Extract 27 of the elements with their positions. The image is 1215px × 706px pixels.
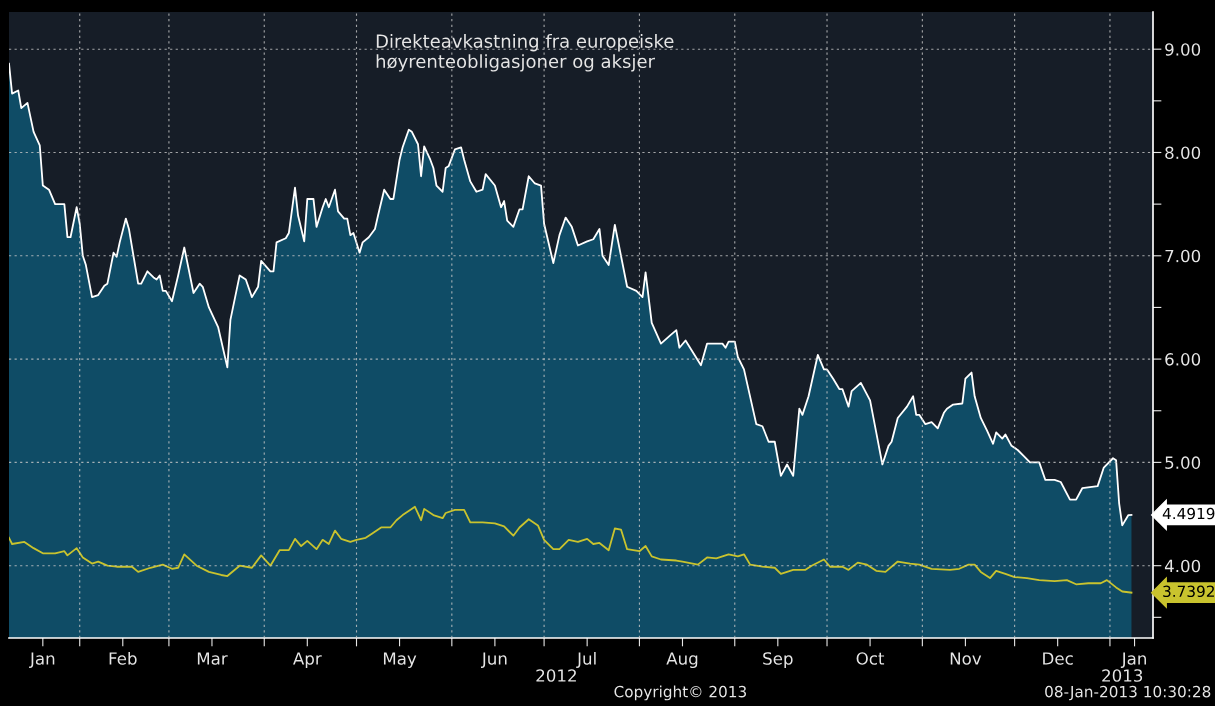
text: 08-Jan-2013 10:30:28	[1045, 685, 1211, 701]
text: Copyright© 2013	[614, 685, 747, 701]
x-tick-label: Sep	[763, 652, 793, 669]
x2-tick-label: 2013	[1102, 669, 1143, 682]
x-tick-label: Jul	[576, 651, 596, 668]
x2-tick-label: 2012	[536, 669, 576, 682]
x-tick-label: Oct	[856, 652, 885, 665]
annotation: 4.4919	[1162, 507, 1215, 520]
x-tick-label: Mar	[197, 652, 228, 665]
x-tick-label: Jun	[481, 652, 507, 668]
y-tick-label: 5.00	[1165, 456, 1201, 469]
x-tick-label: Nov	[950, 652, 982, 665]
x-tick-label: Feb	[109, 651, 137, 665]
y-tick-label: 9.00	[1165, 43, 1201, 56]
x-tick-label: Dec	[1043, 652, 1073, 665]
text: Direkteavkastning fra europeiske høyrenteobligasjoner og aksjer	[376, 33, 674, 72]
x-tick-label: Jan	[1120, 652, 1146, 668]
y-tick-label: 8.00	[1165, 146, 1201, 160]
x-tick-label: Jan	[29, 652, 55, 668]
annotation: 3.7392	[1163, 585, 1214, 598]
x-tick-label: May	[383, 652, 417, 669]
y-tick-label: 7.00	[1165, 249, 1201, 263]
line-series	[9, 505, 1133, 594]
x-tick-label: Aug	[666, 652, 698, 669]
x-tick-label: Apr	[293, 652, 322, 669]
y-tick-label: 4.00	[1164, 559, 1201, 573]
y-tick-label: 6.00	[1165, 353, 1201, 366]
